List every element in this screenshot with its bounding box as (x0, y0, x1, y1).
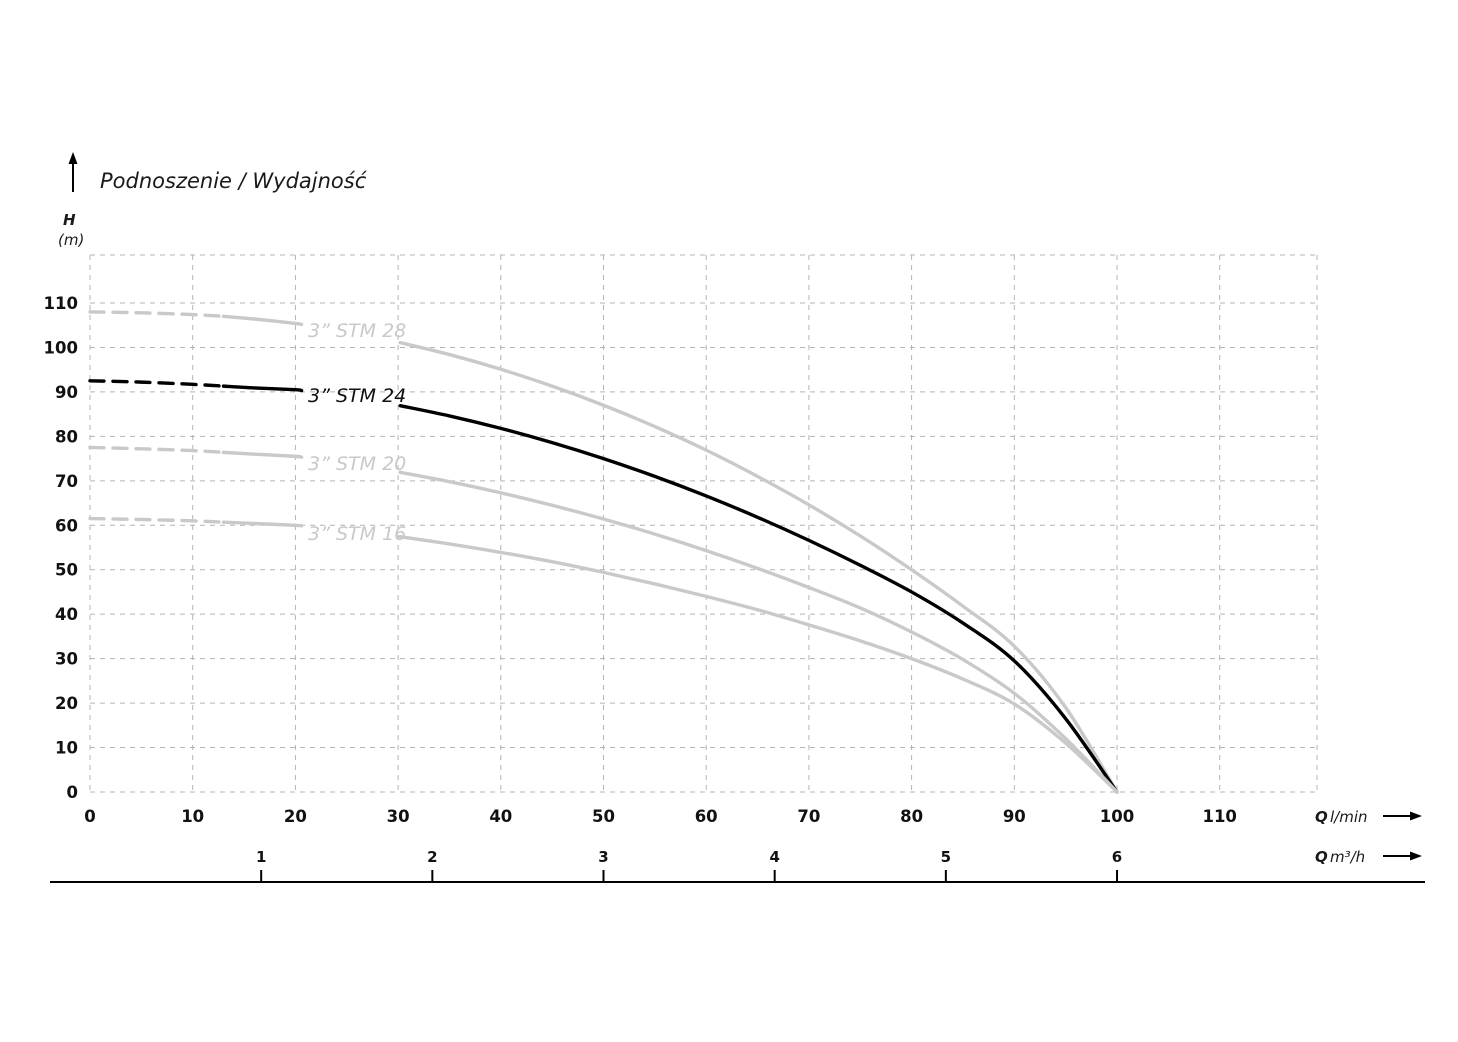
curve-3-stm-20 (398, 470, 1119, 794)
y-tick-label: 70 (55, 472, 78, 491)
curve-3-stm-16 (88, 516, 226, 524)
x-tick-labels-lmin: 0 10 20 30 40 50 60 70 80 90 100 110 (84, 807, 1237, 826)
curve-3-stm-28 (398, 340, 1119, 794)
right-arrow-icon-primary (1383, 811, 1422, 821)
chart-title: Podnoszenie / Wydajność (100, 169, 368, 193)
curve-3-stm-28 (221, 314, 304, 327)
x-axis-primary-annotation: Q l/min (1315, 808, 1422, 826)
x-tick-label: 90 (1003, 807, 1026, 826)
y-axis-symbol: H (63, 211, 76, 229)
curve-3-stm-16 (221, 520, 304, 528)
curve-label-stm16: 3” STM 16 (308, 523, 406, 545)
x2-tick-label: 5 (941, 848, 951, 866)
x-tick-label: 0 (84, 807, 95, 826)
y-tick-label: 10 (55, 739, 78, 758)
x-axis-secondary-symbol: Q (1315, 848, 1328, 866)
right-arrow-icon-secondary (1383, 851, 1422, 861)
up-arrow-icon (68, 152, 78, 192)
x2-tick-label: 4 (769, 848, 779, 866)
x-tick-marks-m3h (260, 870, 1119, 882)
x2-tick-label: 1 (256, 848, 266, 866)
curve-label-stm28: 3” STM 28 (308, 320, 406, 342)
x-tick-labels-m3h: 1 2 3 4 5 6 (256, 848, 1122, 866)
x-tick-label: 40 (489, 807, 512, 826)
curve-label-stm24: 3” STM 24 (308, 385, 406, 407)
x-tick-label: 70 (797, 807, 820, 826)
x-tick-label: 10 (181, 807, 204, 826)
x-tick-label: 30 (387, 807, 410, 826)
x2-tick-label: 6 (1112, 848, 1122, 866)
y-tick-label: 90 (55, 383, 78, 402)
curve-3-stm-24 (88, 379, 226, 388)
curve-3-stm-16 (398, 534, 1119, 794)
x-tick-label: 110 (1202, 807, 1236, 826)
y-tick-label: 60 (55, 516, 78, 535)
y-tick-label: 100 (44, 338, 78, 357)
y-axis-unit: (m) (58, 231, 84, 249)
y-tick-label: 30 (55, 650, 78, 669)
curve-layer (88, 310, 1119, 794)
y-tick-label: 80 (55, 427, 78, 446)
y-tick-label: 20 (55, 694, 78, 713)
x2-tick-label: 3 (598, 848, 608, 866)
y-tick-labels: 0 10 20 30 40 50 60 70 80 90 100 110 (44, 294, 78, 802)
x-tick-label: 60 (695, 807, 718, 826)
x-axis-secondary-unit: m³/h (1330, 848, 1365, 866)
x-axis-primary-unit: l/min (1330, 808, 1368, 826)
y-tick-label: 50 (55, 561, 78, 580)
curve-3-stm-20 (88, 445, 226, 455)
curve-3-stm-24 (221, 384, 304, 393)
x-axis-primary-symbol: Q (1315, 808, 1328, 826)
y-tick-label: 40 (55, 605, 78, 624)
curve-3-stm-24 (398, 403, 1119, 794)
y-tick-label: 110 (44, 294, 78, 313)
curve-3-stm-28 (88, 310, 226, 319)
x-tick-label: 80 (900, 807, 923, 826)
x-tick-label: 50 (592, 807, 615, 826)
curve-label-stm20: 3” STM 20 (308, 453, 406, 475)
grid (89, 254, 1318, 793)
y-tick-label: 0 (67, 783, 78, 802)
x2-tick-label: 2 (427, 848, 437, 866)
x-tick-label: 20 (284, 807, 307, 826)
x-tick-label: 100 (1100, 807, 1134, 826)
curve-3-stm-20 (221, 450, 304, 459)
x-axis-secondary: 1 2 3 4 5 6 Q m³/h (50, 848, 1425, 883)
